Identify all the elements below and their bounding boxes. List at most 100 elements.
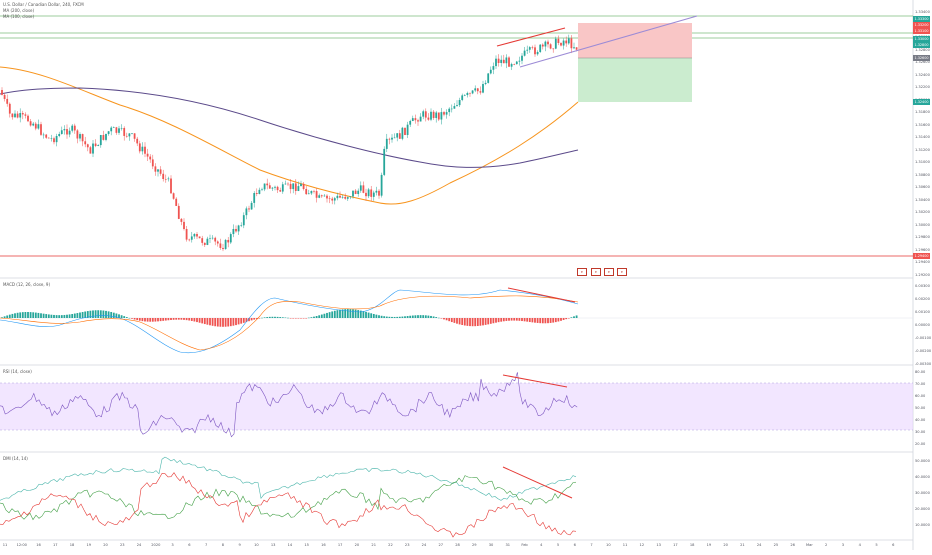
candle-body xyxy=(554,38,557,49)
candle-body xyxy=(261,189,263,190)
macd-bar xyxy=(294,318,297,319)
event-flag[interactable]: E xyxy=(604,268,614,276)
candle-body xyxy=(250,202,253,210)
macd-bar xyxy=(318,315,321,318)
macd-bar xyxy=(380,315,383,318)
macd-bar xyxy=(466,318,469,326)
candle-body xyxy=(253,193,256,203)
time-axis-label: 23 xyxy=(404,543,410,547)
candle-body xyxy=(167,178,170,180)
candle-body xyxy=(224,239,227,250)
candle-body xyxy=(40,124,42,135)
macd-bar xyxy=(11,313,14,318)
candle-body xyxy=(235,228,237,232)
dmi-legend[interactable]: DMI (14, 14) xyxy=(3,456,28,461)
candle-body xyxy=(89,147,92,154)
macd-bar xyxy=(450,318,453,323)
candle-body xyxy=(388,138,391,140)
macd-bar xyxy=(151,318,154,322)
candle-body xyxy=(440,112,443,120)
macd-bar xyxy=(138,318,141,321)
candle-body xyxy=(318,195,321,198)
axis-label: 30.00 xyxy=(915,430,926,434)
macd-bar xyxy=(359,310,362,318)
time-axis-label: 2020 xyxy=(151,543,161,547)
macd-bar xyxy=(47,314,50,318)
macd-bar xyxy=(42,313,45,318)
candle-body xyxy=(37,124,40,129)
candle-body xyxy=(323,195,326,197)
macd-bar xyxy=(570,317,573,318)
macd-bar xyxy=(333,310,336,318)
macd-bar xyxy=(50,314,53,318)
candle-body xyxy=(34,123,37,129)
candle-body xyxy=(21,113,24,115)
candle-body xyxy=(172,193,175,199)
axis-label: 0.00100 xyxy=(915,310,930,314)
macd-bar xyxy=(531,318,534,323)
macd-bar xyxy=(128,317,131,319)
macd-legend[interactable]: MACD (12, 26, close, 9) xyxy=(3,282,51,287)
candle-body xyxy=(146,153,149,157)
macd-bar xyxy=(521,318,523,322)
price-tag: 1.33100 xyxy=(913,28,930,34)
macd-bar xyxy=(391,316,393,318)
macd-bar xyxy=(79,312,81,318)
candle-body xyxy=(154,166,157,172)
dmi-divergence-line xyxy=(502,466,573,499)
candle-body xyxy=(53,138,55,143)
candle-body xyxy=(560,42,562,46)
macd-bar xyxy=(307,317,310,319)
macd-bar xyxy=(14,313,16,318)
macd-bar xyxy=(190,318,193,321)
candle-body xyxy=(573,47,575,49)
macd-bar xyxy=(406,316,409,318)
macd-bar xyxy=(292,318,295,319)
macd-bar xyxy=(185,318,188,321)
macd-bar xyxy=(40,313,42,318)
time-axis-label: 13 xyxy=(656,543,661,547)
time-axis-label: 17 xyxy=(52,543,58,547)
macd-bar xyxy=(224,318,227,327)
axis-label: -0.00300 xyxy=(915,362,932,366)
candle-body xyxy=(6,98,9,104)
price-tag: 1.33200 xyxy=(913,22,930,28)
macd-bar xyxy=(339,309,341,318)
time-axis-label: 13 xyxy=(270,543,276,547)
candle-body xyxy=(567,38,570,44)
macd-bar xyxy=(424,315,427,318)
time-axis-label: 4 xyxy=(540,543,543,547)
candle-body xyxy=(305,189,308,195)
macd-bar xyxy=(474,318,477,327)
macd-bar xyxy=(66,314,68,318)
price-axis-label: 1.31400 xyxy=(915,135,930,139)
price-axis-label: 1.30000 xyxy=(915,222,930,227)
macd-bar xyxy=(19,312,22,318)
macd-bar xyxy=(554,318,557,323)
event-flag[interactable]: E xyxy=(577,268,587,276)
macd-bar xyxy=(84,311,87,318)
candle-body xyxy=(541,44,544,47)
price-tag: 1.32600 xyxy=(913,55,930,61)
event-flag[interactable]: E xyxy=(591,268,601,276)
time-axis-label: 31 xyxy=(505,543,511,547)
candle-body xyxy=(502,59,505,64)
ma200-legend[interactable]: MA (200, close) xyxy=(3,8,35,13)
rsi-legend[interactable]: RSI (14, close) xyxy=(3,369,32,374)
event-flag[interactable]: E xyxy=(617,268,627,276)
time-axis-label: 5 xyxy=(875,543,878,547)
macd-bar xyxy=(183,318,185,320)
candle-body xyxy=(346,197,349,199)
ma100-legend[interactable]: MA (100, close) xyxy=(3,14,35,19)
candle-body xyxy=(458,99,461,106)
rsi-band xyxy=(0,383,913,430)
candle-body xyxy=(313,191,315,192)
macd-bar xyxy=(331,311,334,318)
macd-bar xyxy=(175,318,178,320)
time-axis-label: 23 xyxy=(120,543,125,547)
macd-bar xyxy=(198,318,201,323)
candle-body xyxy=(131,133,133,134)
price-axis-label: 1.29400 xyxy=(915,260,930,264)
